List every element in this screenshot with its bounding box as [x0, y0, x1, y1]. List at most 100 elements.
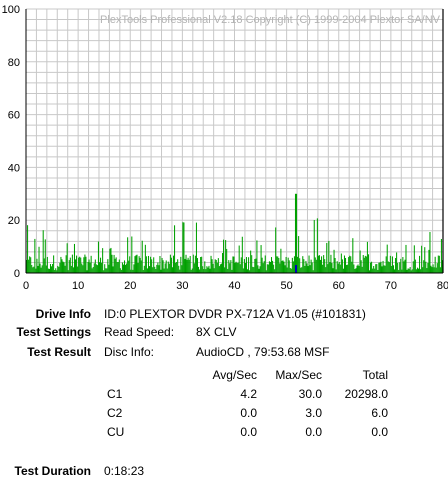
c1-bar [122, 264, 124, 273]
read-speed-label: Read Speed: [104, 325, 175, 339]
c1-bar [415, 269, 417, 273]
c1-bar [59, 262, 61, 273]
c1-bar [41, 265, 43, 273]
c1-bar [156, 264, 158, 273]
drive-info-label: Drive Info [35, 307, 91, 321]
c1-bar [335, 269, 337, 273]
c1-bar [368, 270, 371, 273]
c1-bar [379, 262, 381, 273]
c1-bar [272, 260, 274, 273]
c1-bar [210, 255, 212, 273]
x-tick-label: 30 [176, 280, 188, 292]
c1-bar [238, 245, 240, 273]
c1-bar [409, 267, 411, 273]
c1-bar [232, 256, 234, 273]
c1-bar [95, 264, 97, 273]
c1-bar [165, 260, 167, 273]
c1-bar [387, 261, 389, 273]
c1-bar [82, 265, 84, 273]
c1-bar [150, 256, 152, 273]
c1-bar [86, 270, 88, 273]
c1-bar [39, 263, 41, 273]
c1-bar [270, 257, 273, 273]
c1-bar [249, 270, 251, 273]
c1-bar [353, 264, 355, 273]
c1-bar [176, 261, 178, 273]
c1-bar [423, 260, 425, 273]
c1-bar [87, 261, 89, 273]
c1-bar [128, 260, 130, 273]
c1-bar [245, 257, 248, 273]
c1-bar [61, 259, 63, 273]
c1-bar [370, 262, 372, 273]
c1-bar [360, 260, 362, 273]
c1-bar [184, 258, 186, 273]
c1-bar [203, 269, 205, 273]
c1-bar [329, 262, 331, 273]
c1-bar [309, 265, 311, 273]
c1-bar [81, 263, 83, 273]
c1-bar [80, 257, 82, 273]
c1-bar [162, 260, 164, 273]
c1-bar [403, 261, 405, 273]
c1-bar [171, 267, 173, 273]
y-axis-ticks: 0 20 40 60 80 100 [2, 4, 20, 280]
c1-bar [94, 259, 96, 273]
c1-bar [285, 256, 287, 273]
c1-bar [163, 268, 165, 273]
c1-bar [256, 240, 258, 273]
c1-bar [306, 263, 308, 273]
c1-bar [299, 258, 301, 273]
c1-bar [230, 260, 232, 273]
c1-bar [297, 256, 299, 273]
test-settings-label: Test Settings [16, 325, 91, 339]
c1-bar [223, 239, 225, 273]
c1-series [26, 193, 443, 273]
c1-bar [118, 259, 120, 273]
c1-bar [389, 255, 391, 273]
c1-bar [287, 257, 289, 273]
c1-bar [376, 264, 378, 273]
c1-bar [263, 261, 265, 273]
c1-bar [426, 268, 428, 273]
c1-bar [88, 259, 90, 273]
c1-bar [43, 258, 45, 273]
c1-bar [332, 268, 334, 273]
read-speed-value: 8X CLV [196, 325, 237, 339]
c1-bar [236, 262, 238, 273]
c1-bar [395, 258, 397, 273]
x-axis-ticks: 0 10 20 30 40 50 60 70 80 [23, 280, 448, 292]
c1-bar [277, 256, 279, 273]
c1-bar [200, 256, 202, 273]
c1-bar [373, 265, 375, 273]
c1-bar [229, 263, 231, 273]
c1-bar [107, 259, 109, 273]
c1-bar [390, 265, 392, 273]
c1-bar [311, 262, 313, 273]
c1-bar [100, 257, 102, 273]
c1-bar [34, 238, 36, 273]
c1-bar [398, 269, 400, 273]
c1-bar [49, 264, 52, 273]
c1-bar [366, 241, 368, 273]
c1-bar [116, 262, 118, 273]
c1-bar [241, 236, 243, 273]
c1-bar [215, 260, 217, 273]
c1-bar [160, 269, 162, 273]
c1-bar [193, 263, 195, 273]
c1-bar [371, 261, 373, 273]
c1-bar [161, 257, 163, 273]
disc-info-label: Disc Info: [104, 345, 155, 359]
c1-bar [217, 258, 219, 273]
c1-bar [381, 266, 383, 273]
c1-bar [342, 268, 344, 273]
c1-bar [278, 258, 280, 273]
c1-bar [192, 254, 194, 273]
c1-bar [96, 265, 98, 273]
y-tick-label: 80 [8, 57, 20, 69]
c1-bar [151, 259, 153, 273]
c1-bar [84, 254, 86, 273]
c1-bar [417, 268, 420, 273]
c1-bar [337, 263, 339, 273]
c1-bar [172, 255, 175, 273]
